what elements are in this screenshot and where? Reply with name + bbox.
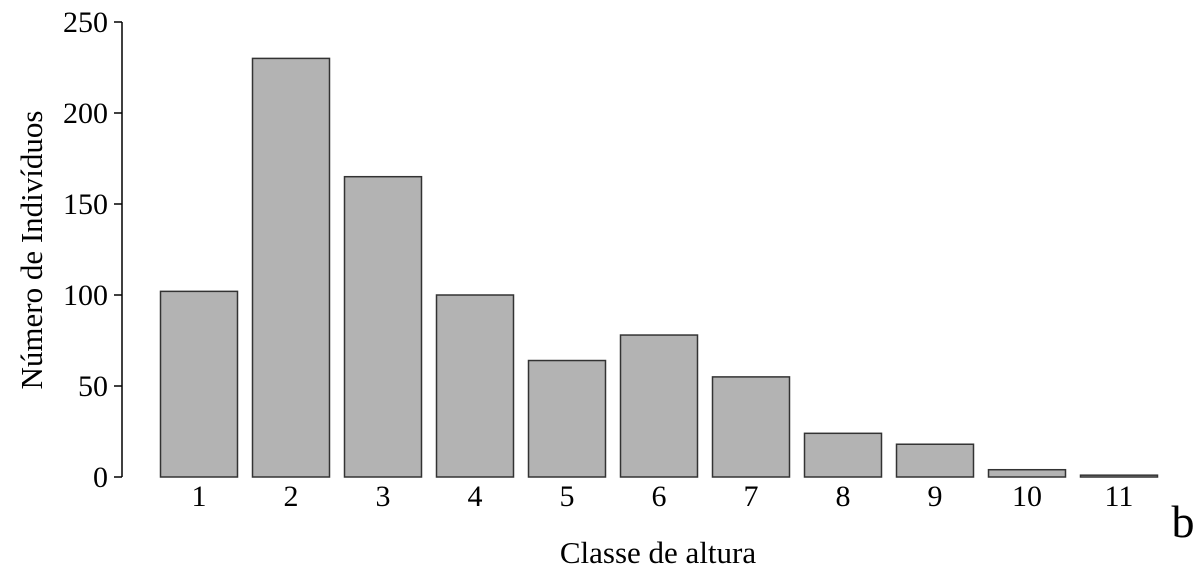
- y-axis: 0 50 100 150 200 250: [63, 6, 123, 494]
- y-tick-label: 200: [63, 97, 108, 130]
- x-tick-label: 3: [376, 480, 391, 513]
- bar-2: [251, 57, 331, 478]
- x-tick-label: 8: [836, 480, 851, 513]
- x-tick-label: 1: [192, 480, 207, 513]
- bar-1: [159, 290, 239, 478]
- y-axis-label: Número de Indivíduos: [14, 111, 49, 390]
- x-tick-label: 10: [1012, 480, 1042, 513]
- x-tick-label: 5: [560, 480, 575, 513]
- bar-4: [435, 294, 515, 478]
- bar-9: [895, 443, 975, 478]
- y-tick-label: 100: [63, 279, 108, 312]
- x-tick-label: 9: [928, 480, 943, 513]
- x-tick-labels: 1 2 3 4 5 6 7 8 9 10 11: [192, 480, 1134, 513]
- bar-7: [711, 376, 791, 478]
- x-tick-label: 7: [744, 480, 759, 513]
- y-tick-label: 50: [78, 370, 108, 403]
- x-tick-label: 6: [652, 480, 667, 513]
- bar-8: [803, 432, 883, 478]
- bar-6: [619, 334, 699, 478]
- y-tick-label: 150: [63, 188, 108, 221]
- panel-label: b: [1172, 496, 1195, 547]
- bar-10: [987, 468, 1067, 478]
- bar-11: [1079, 474, 1159, 478]
- y-tick-label: 0: [93, 461, 108, 494]
- x-tick-label: 2: [284, 480, 299, 513]
- bar-3: [343, 175, 423, 478]
- bars: [159, 57, 1159, 478]
- x-tick-label: 11: [1105, 480, 1134, 513]
- bar-5: [527, 359, 607, 478]
- y-tick-label: 250: [63, 6, 108, 39]
- x-axis-label: Classe de altura: [560, 535, 757, 570]
- x-tick-label: 4: [468, 480, 483, 513]
